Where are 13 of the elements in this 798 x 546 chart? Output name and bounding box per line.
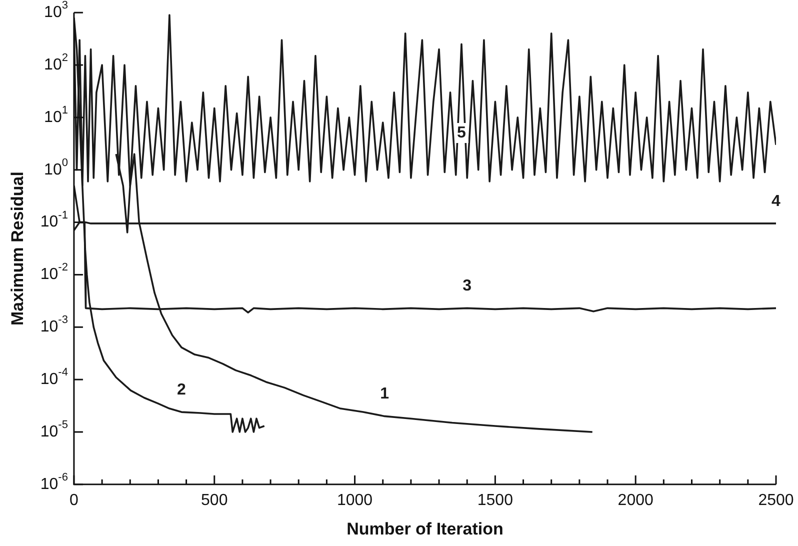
y-axis-title: Maximum Residual xyxy=(8,172,27,326)
x-tick-label: 2000 xyxy=(618,492,654,509)
x-tick-label: 0 xyxy=(70,492,79,509)
x-tick-label: 1500 xyxy=(477,492,514,509)
series-label: 2 xyxy=(177,381,186,398)
x-tick-label: 500 xyxy=(201,492,228,509)
series-label: 5 xyxy=(457,124,466,142)
series-label: 1 xyxy=(380,386,390,403)
x-tick-label: 1000 xyxy=(336,492,373,509)
x-axis-title: Number of Iteration xyxy=(346,519,504,538)
x-tick-label: 2500 xyxy=(758,492,794,509)
series-label: 4 xyxy=(772,192,781,210)
series-label: 3 xyxy=(462,278,472,295)
